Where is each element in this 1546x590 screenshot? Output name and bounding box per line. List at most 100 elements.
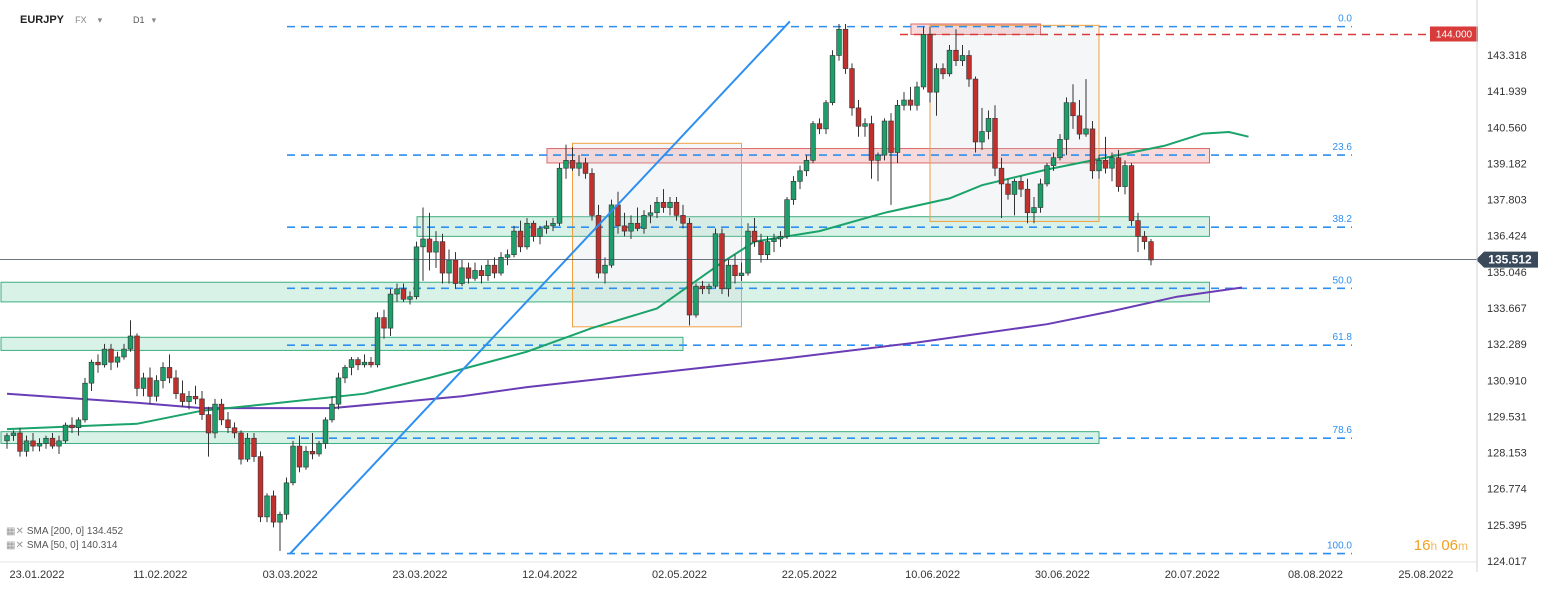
candle: [966, 55, 972, 80]
candle: [153, 380, 160, 397]
candle: [543, 225, 550, 229]
countdown-hours-unit: h: [1430, 539, 1438, 553]
x-tick-label: 03.03.2022: [263, 569, 318, 581]
candle: [348, 359, 355, 368]
y-tick-label: 143.318: [1487, 50, 1527, 62]
candle: [88, 361, 95, 384]
candle: [1102, 160, 1109, 169]
candle: [69, 424, 75, 429]
candle: [1070, 102, 1076, 117]
close-icon[interactable]: ▦✕: [6, 526, 24, 537]
candle: [1128, 165, 1135, 221]
candle: [771, 238, 777, 242]
candle: [322, 419, 329, 444]
candle: [946, 49, 953, 75]
candle: [641, 215, 647, 229]
candle: [907, 99, 914, 106]
candle: [381, 317, 387, 329]
candle: [17, 432, 23, 452]
close-icon[interactable]: ▦✕: [6, 540, 24, 551]
candle: [920, 34, 927, 88]
fib-label-61.8: 61.8: [1333, 332, 1353, 343]
candle: [1018, 181, 1024, 190]
candle: [296, 445, 303, 468]
candle: [979, 131, 985, 143]
y-tick-label: 139.182: [1487, 158, 1527, 170]
candle: [199, 398, 205, 415]
candle: [992, 118, 998, 169]
candle: [719, 233, 725, 290]
symbol-label[interactable]: EURJPY: [20, 14, 65, 26]
fib-label-100.0: 100.0: [1327, 541, 1352, 552]
candle: [933, 68, 940, 93]
candle: [810, 123, 816, 161]
candle: [329, 403, 335, 421]
candle: [36, 443, 43, 447]
current-price-layer: 135.512: [0, 251, 1538, 268]
candle: [1089, 128, 1096, 172]
candle: [673, 201, 680, 216]
candle: [1024, 188, 1031, 214]
candle: [413, 246, 420, 297]
candle: [959, 55, 966, 62]
candle: [615, 204, 621, 227]
candle: [862, 123, 868, 127]
candle: [537, 228, 543, 237]
candle: [953, 49, 959, 62]
candle: [797, 170, 803, 182]
candle: [95, 361, 101, 366]
countdown-minutes: 06: [1441, 537, 1458, 554]
candle: [485, 264, 491, 276]
candle: [134, 335, 140, 389]
candle: [257, 456, 264, 518]
candle: [231, 427, 238, 434]
candle: [140, 377, 147, 389]
x-tick-label: 10.06.2022: [905, 569, 960, 581]
candle: [218, 403, 225, 421]
candle: [595, 215, 602, 274]
candle: [628, 222, 634, 232]
candle: [660, 201, 667, 208]
candle: [530, 222, 537, 237]
candle: [264, 495, 270, 518]
market-label: FX: [75, 15, 87, 25]
legend-sma50[interactable]: ▦✕ SMA [50, 0] 140.314: [6, 540, 117, 551]
candle: [244, 437, 251, 460]
chevron-down-icon[interactable]: ▾: [97, 15, 103, 25]
y-tick-label: 129.531: [1487, 411, 1527, 423]
candle: [842, 28, 849, 69]
y-tick-label: 128.153: [1487, 448, 1527, 460]
y-tick-label: 141.939: [1487, 86, 1527, 98]
candle: [732, 264, 738, 276]
candle: [121, 348, 127, 358]
y-tick-label: 136.424: [1487, 231, 1527, 243]
interval-selector[interactable]: D1 ▾: [133, 14, 156, 30]
candle: [127, 335, 134, 350]
candle: [101, 348, 108, 366]
x-tick-label: 23.01.2022: [9, 569, 64, 581]
chevron-down-icon: ▾: [151, 15, 157, 25]
candle: [608, 204, 615, 266]
candle: [582, 162, 589, 174]
x-tick-label: 23.03.2022: [392, 569, 447, 581]
x-axis: 23.01.2022 11.02.2022 03.03.2022 23.03.2022…: [0, 561, 1477, 581]
candle: [881, 120, 888, 156]
legend-sma200[interactable]: ▦✕ SMA [200, 0] 134.452: [6, 526, 123, 537]
candle: [309, 451, 316, 455]
x-tick-label: 22.05.2022: [782, 569, 837, 581]
candle: [524, 222, 530, 248]
candle: [160, 367, 166, 381]
candle: [602, 264, 608, 274]
candle: [803, 160, 810, 172]
resistance-price-tag: [1430, 26, 1478, 42]
resistance-price-label: 144.000: [1436, 29, 1473, 40]
candle-countdown: 16h 06m: [1414, 537, 1468, 554]
candle: [914, 86, 920, 106]
candle: [699, 285, 706, 290]
candle: [1031, 207, 1037, 214]
candle: [1063, 102, 1070, 140]
x-tick-label: 08.08.2022: [1288, 569, 1343, 581]
candle: [238, 432, 244, 460]
candle: [972, 78, 979, 143]
